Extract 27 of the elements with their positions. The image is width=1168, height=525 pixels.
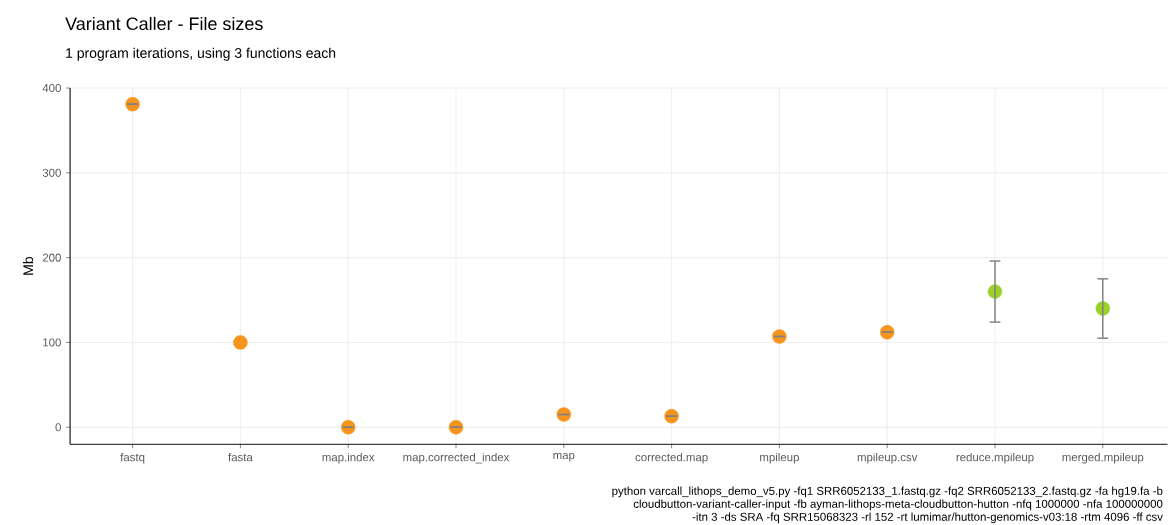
x-tick-label: fastq bbox=[120, 453, 145, 464]
y-tick-label: 300 bbox=[42, 168, 61, 178]
chart-subtitle: 1 program iterations, using 3 functions each bbox=[66, 47, 336, 61]
y-axis-title: Mb bbox=[22, 257, 34, 275]
y-tick-label: 200 bbox=[42, 253, 61, 262]
point bbox=[448, 420, 464, 435]
point bbox=[341, 420, 356, 435]
x-tick-label: map bbox=[553, 453, 575, 462]
point bbox=[880, 325, 895, 340]
point bbox=[772, 329, 787, 344]
y-tick-label: 400 bbox=[42, 84, 61, 93]
text: -itn 3 -ds SRA -fq SRR15068323 -rl 152 -rt lumimar/hutton-genomics-v03:18 -rtm 4096 -ff csv bbox=[692, 512, 1163, 524]
x-tick-label: mpileup.csv bbox=[857, 453, 918, 464]
x-tick-label: reduce.mpileup bbox=[956, 453, 1034, 464]
x-tick-label: fasta bbox=[228, 453, 253, 462]
y-tick-label: 0 bbox=[55, 423, 61, 432]
x-tick-label: corrected.map bbox=[635, 453, 708, 464]
x-tick-label: mpileup bbox=[760, 453, 799, 464]
x-tick-label: merged.mpileup bbox=[1062, 453, 1144, 464]
y-tick-label: 100 bbox=[43, 338, 61, 347]
point bbox=[556, 407, 571, 422]
chart-title: Variant Caller - File sizes bbox=[65, 17, 263, 31]
point bbox=[233, 335, 248, 350]
text: python varcall_lithops_demo_v5.py -fq1 SRR6052133_1.fastq.gz -fq2 SRR6052133_2.fastq.gz -fa hg19.fa -b bbox=[612, 486, 1163, 498]
x-tick-label: map.index bbox=[322, 453, 375, 464]
text: cloudbutton-variant-caller-input -fb ayman-lithops-meta-cloudbutton-hutton -nfq 1000000 -nfa 100000000 bbox=[633, 499, 1163, 511]
x-tick-label: map.corrected_index bbox=[403, 453, 510, 464]
